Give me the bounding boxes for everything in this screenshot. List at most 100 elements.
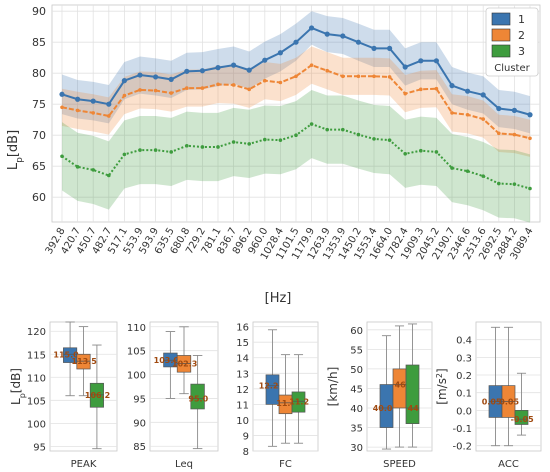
point-series-1: [277, 50, 283, 56]
median-label: 0.05: [499, 398, 519, 407]
legend-swatch-3: [491, 44, 511, 58]
y-tick-label: 65: [32, 160, 46, 173]
median-label: 44: [408, 404, 420, 413]
point-series-2: [497, 131, 501, 136]
point-series-1: [465, 88, 471, 94]
point-series-3: [465, 169, 470, 173]
box-group-3: [514, 410, 529, 425]
y-tick-label: 95: [33, 442, 46, 453]
median-label: -0.05: [511, 415, 534, 424]
point-series-3: [497, 181, 501, 186]
y-tick-label: 75: [32, 98, 46, 111]
point-series-3: [512, 182, 517, 186]
point-series-2: [153, 88, 158, 93]
point-series-3: [153, 148, 158, 152]
y-tick-label: 95: [133, 394, 146, 405]
y-tick-label: 120: [27, 327, 46, 338]
box-plot-fc: 8 9 10 11 12 13 14 15 16 12.2 11.111.2 FC: [236, 321, 319, 470]
point-series-3: [372, 137, 376, 141]
box-group-3: [405, 364, 420, 424]
box-group-3: [190, 383, 205, 410]
point-series-3: [122, 152, 127, 157]
median-label: 106.2: [85, 391, 110, 400]
point-series-2: [231, 83, 236, 87]
point-series-1: [527, 112, 533, 118]
box-group-2: [76, 353, 91, 370]
box-group-3: [89, 382, 104, 408]
y-tick-label: 100: [127, 371, 146, 382]
point-series-1: [371, 45, 377, 52]
y-tick-label: 80: [32, 67, 46, 80]
point-series-1: [309, 25, 315, 31]
point-series-3: [528, 186, 532, 191]
box-y-label-main: L: [9, 398, 23, 405]
y-tick-label: 10: [236, 416, 249, 427]
point-series-3: [107, 173, 111, 178]
median-label: 40.0: [373, 404, 393, 413]
point-series-3: [91, 168, 95, 172]
legend-swatch-2: [491, 28, 511, 42]
point-series-1: [293, 39, 299, 45]
y-tick-label: 70: [32, 129, 46, 142]
median-label: 11.1: [276, 399, 296, 408]
point-series-1: [402, 64, 408, 70]
y-tick-label: 12: [236, 385, 249, 396]
point-series-3: [278, 138, 283, 142]
box-y-label-main: [km/h]: [326, 367, 340, 407]
point-series-3: [309, 122, 314, 126]
median-label: 95.0: [188, 394, 208, 403]
y-tick-label: 13: [236, 369, 249, 380]
point-series-2: [465, 112, 470, 117]
point-series-2: [356, 74, 361, 79]
box-y-label-unit: [dB]: [9, 368, 23, 393]
box-x-label: PEAK: [71, 459, 97, 470]
median-label: 12.2: [259, 382, 279, 391]
y-tick-label: 85: [32, 36, 46, 49]
point-series-3: [247, 142, 251, 146]
box-y-label: Lp[dB]: [9, 368, 27, 405]
box-x-label: SPEED: [383, 459, 416, 470]
point-series-2: [450, 111, 454, 115]
line-chart-x-label: [Hz]: [265, 291, 292, 306]
point-series-3: [294, 133, 298, 137]
y-tick-label: 0.0: [456, 406, 472, 417]
point-series-1: [246, 67, 252, 73]
point-series-2: [200, 86, 205, 90]
point-series-2: [309, 63, 314, 67]
point-series-2: [107, 114, 111, 118]
median-label: 102.3: [172, 360, 197, 369]
point-series-3: [356, 132, 361, 137]
point-series-2: [528, 136, 532, 141]
point-series-2: [185, 86, 189, 90]
point-series-2: [403, 91, 408, 96]
box-x-label: Leq: [175, 459, 193, 470]
point-series-3: [216, 145, 220, 149]
point-series-1: [90, 98, 96, 104]
box-y-label: [km/h]: [326, 367, 340, 407]
y-tick-label: 0.4: [456, 336, 472, 347]
point-series-2: [294, 74, 298, 79]
y-tick-label: 55: [350, 345, 363, 356]
median-label: 46: [395, 381, 407, 390]
point-series-3: [387, 138, 392, 142]
legend-swatch-1: [491, 12, 511, 26]
y-tick-label: 16: [236, 323, 249, 334]
point-series-2: [60, 105, 64, 110]
y-tick-label: 0.3: [456, 353, 472, 364]
point-series-2: [216, 82, 220, 87]
point-series-2: [247, 87, 251, 92]
line-chart-y-label: Lp[dB]: [6, 130, 25, 170]
point-series-2: [138, 88, 142, 92]
point-series-3: [231, 140, 236, 144]
y-tick-label: 50: [350, 365, 363, 376]
box-y-label-main: [m/s: [435, 378, 449, 405]
point-series-1: [137, 72, 143, 78]
box-x-label: FC: [279, 459, 292, 470]
y-tick-label: 0.2: [456, 371, 472, 382]
point-series-3: [185, 143, 189, 148]
point-series-1: [215, 65, 221, 71]
point-series-2: [325, 68, 330, 73]
point-series-1: [231, 62, 237, 68]
